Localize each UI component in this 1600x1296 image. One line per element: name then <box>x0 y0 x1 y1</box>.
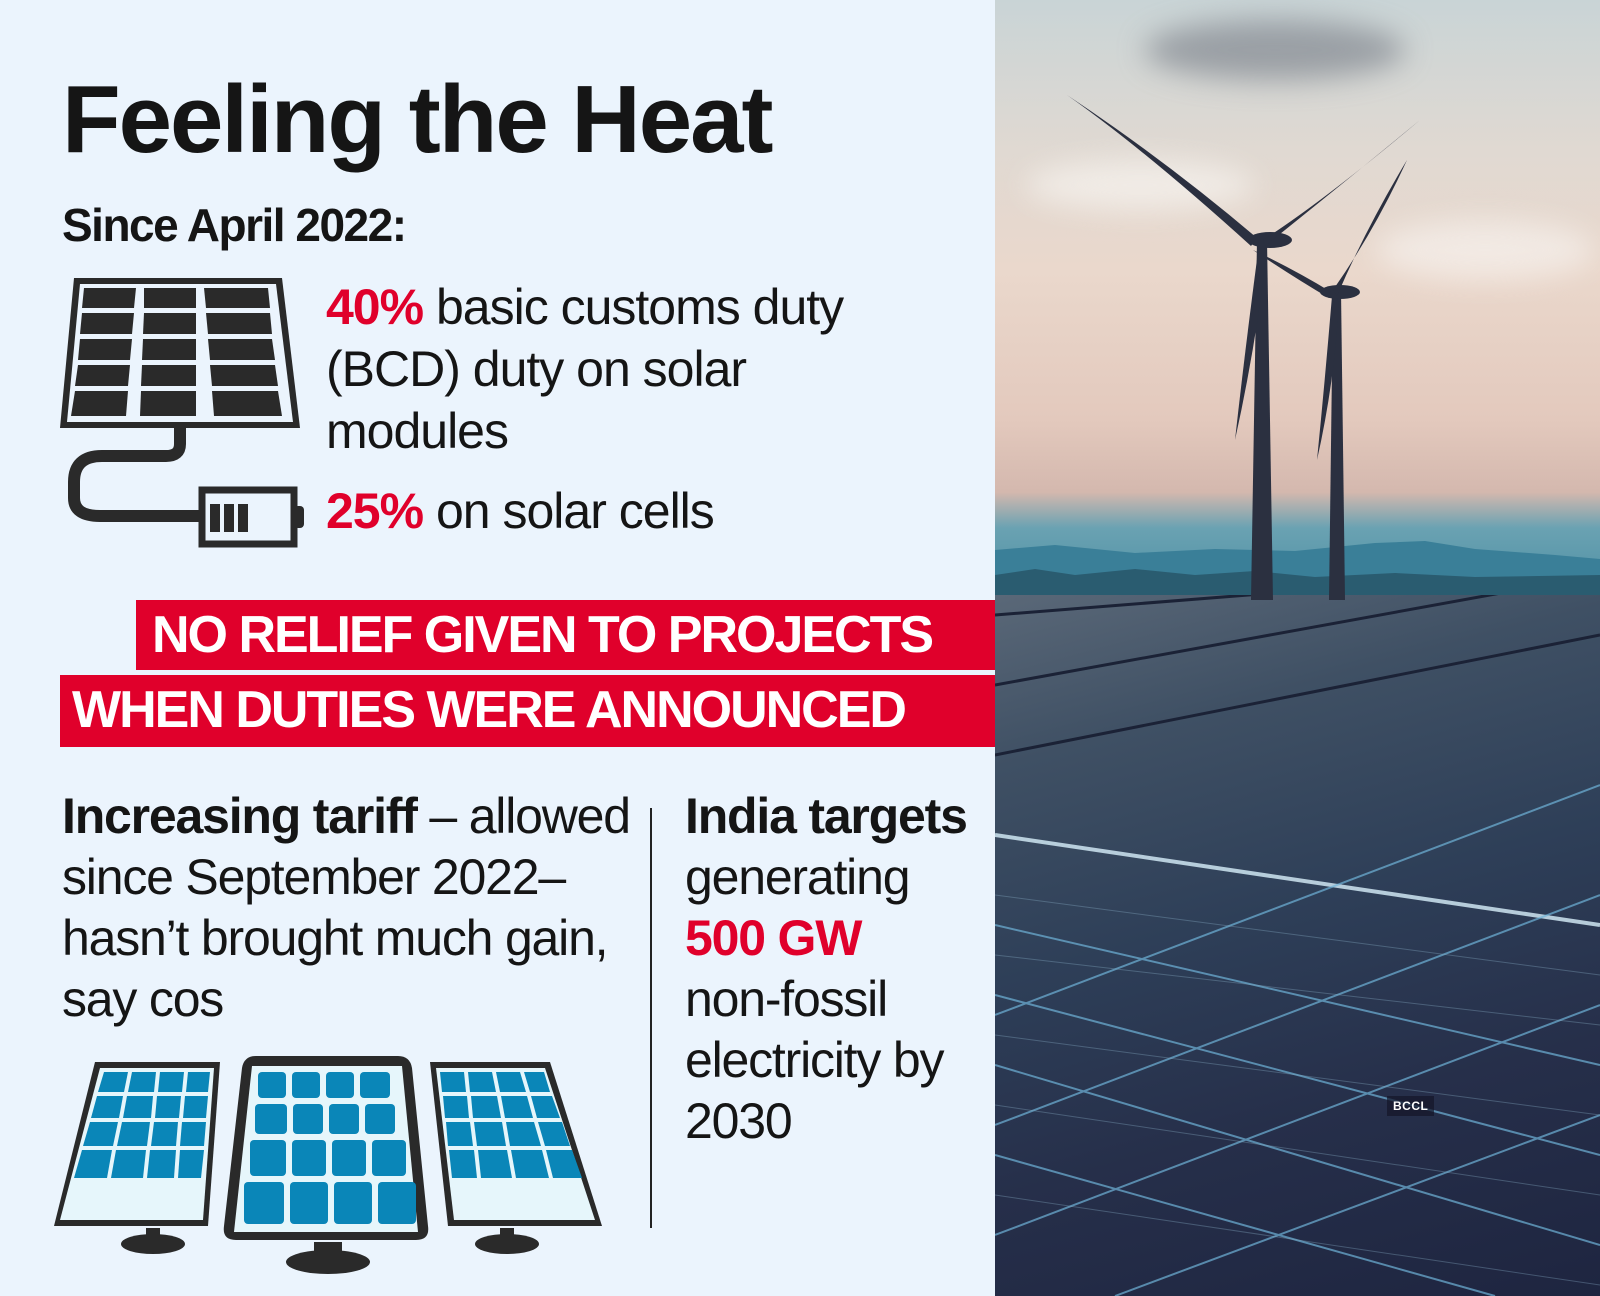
mountains-silhouette <box>995 541 1600 595</box>
section-subtitle: Since April 2022: <box>62 199 407 251</box>
india-target-post: non-fossil electricity by 2030 <box>685 971 944 1149</box>
duty-modules: 40% basic customs duty (BCD) duty on sol… <box>326 276 926 462</box>
tariff-note-bold: Increasing tariff <box>62 788 418 844</box>
solar-panel-battery-icon <box>60 278 304 548</box>
sky-background <box>995 0 1600 600</box>
india-target-pre: generating <box>685 849 911 905</box>
solar-panels-icon <box>54 1056 602 1274</box>
duty-modules-text: basic customs duty (BCD) duty on solar m… <box>326 279 844 459</box>
duty-modules-value: 40% <box>326 279 424 335</box>
banner-line-1: NO RELIEF GIVEN TO PROJECTS <box>136 600 996 670</box>
photo-credit-watermark: BCCL <box>1387 1096 1435 1116</box>
wind-solar-photo: BCCL <box>995 0 1600 1296</box>
page-title: Feeling the Heat <box>62 66 773 173</box>
duty-cells: 25% on solar cells <box>326 480 715 542</box>
tariff-note: Increasing tariff – allowed since Septem… <box>62 786 642 1030</box>
infographic-text-panel: Feeling the Heat Since April 2022: 40% b… <box>54 66 996 1274</box>
wind-turbines <box>1067 95 1420 600</box>
panel-grid-lines <box>995 595 1600 1296</box>
india-target-value: 500 GW <box>685 910 862 966</box>
india-target-bold: India targets <box>685 788 968 844</box>
tariff-note-text: – allowed since September 2022– hasn’t b… <box>62 788 631 1027</box>
duty-cells-value: 25% <box>326 483 424 539</box>
india-target: India targets generating 500 GW non-foss… <box>685 786 985 1152</box>
banner-line-2: WHEN DUTIES WERE ANNOUNCED <box>60 675 996 747</box>
solar-panels-field <box>995 595 1600 1296</box>
column-divider <box>650 808 652 1228</box>
duty-cells-text: on solar cells <box>435 483 715 539</box>
